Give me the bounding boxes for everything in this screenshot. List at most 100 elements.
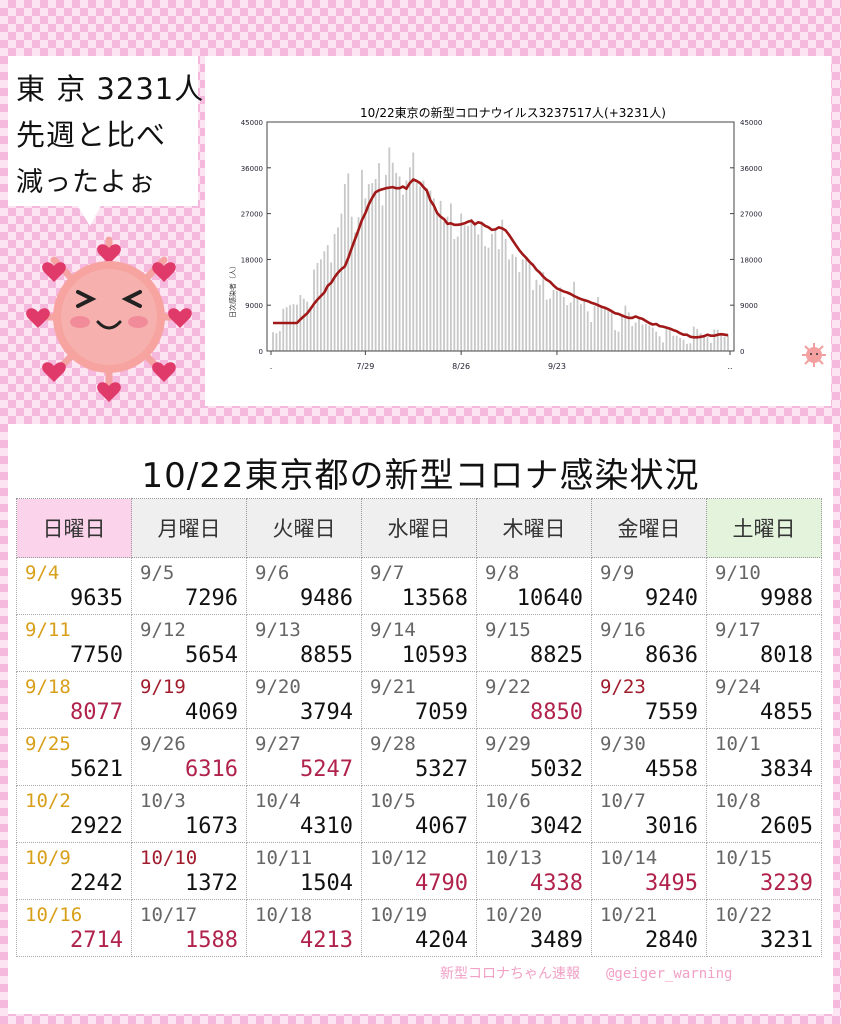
bar-series <box>272 147 729 351</box>
bar <box>638 318 640 351</box>
bar <box>556 290 558 351</box>
bar <box>627 312 630 351</box>
date-label: 9/20 <box>255 676 301 698</box>
day-cell: 10/12 4790 <box>361 842 477 900</box>
day-cell: 9/5 7296 <box>131 557 247 615</box>
case-count: 7750 <box>70 643 123 668</box>
date-label: 10/19 <box>370 904 428 926</box>
date-label: 10/9 <box>25 847 71 869</box>
bar <box>361 169 363 351</box>
bar <box>573 281 575 351</box>
bar <box>456 236 459 351</box>
day-cell: 9/30 4558 <box>591 728 707 786</box>
bar <box>374 178 377 351</box>
day-cell: 9/9 9240 <box>591 557 707 615</box>
table-row: 9/4 9635 9/5 7296 9/6 9486 9/7 13568 9/8 10640 9/9… <box>16 557 822 615</box>
day-cell: 9/19 4069 <box>131 671 247 729</box>
bar <box>545 299 548 351</box>
bar <box>514 256 517 351</box>
y-axis-right: 0 9000 18000 27000 36000 45000 <box>730 119 762 356</box>
case-count: 2605 <box>760 814 813 839</box>
bar <box>398 176 401 351</box>
case-count: 8077 <box>70 700 123 725</box>
day-cell: 9/23 7559 <box>591 671 707 729</box>
case-count: 5032 <box>530 757 583 782</box>
bar <box>576 297 579 351</box>
date-label: 10/2 <box>25 790 71 812</box>
case-count: 2714 <box>70 928 123 953</box>
bar <box>621 314 623 351</box>
day-cell: 10/7 3016 <box>591 785 707 843</box>
bar <box>364 198 367 351</box>
chart-panel: 10/22東京の新型コロナウイルス3237517人(+3231人) 日次感染者（… <box>205 56 831 406</box>
day-cell: 10/21 2840 <box>591 899 707 957</box>
case-count: 8636 <box>645 643 698 668</box>
case-count: 5327 <box>415 757 468 782</box>
y-tick-label: 45000 <box>241 119 263 127</box>
case-count: 6316 <box>185 757 238 782</box>
date-label: 9/30 <box>600 733 646 755</box>
bar <box>319 259 322 351</box>
day-cell: 9/13 8855 <box>246 614 362 672</box>
x-tick-label: . <box>270 362 273 371</box>
case-count: 7559 <box>645 700 698 725</box>
day-cell: 9/15 8825 <box>476 614 592 672</box>
date-label: 9/27 <box>255 733 301 755</box>
bar <box>384 174 387 351</box>
case-count: 9240 <box>645 586 698 611</box>
bar <box>292 304 295 351</box>
date-label: 10/16 <box>25 904 83 926</box>
case-count: 9486 <box>300 586 353 611</box>
day-cell: 10/17 1588 <box>131 899 247 957</box>
bar <box>415 183 418 351</box>
bar <box>696 329 699 351</box>
bar <box>275 333 278 351</box>
day-cell: 9/8 10640 <box>476 557 592 615</box>
date-label: 9/11 <box>25 619 71 641</box>
table-row: 10/9 2242 10/10 1372 10/11 1504 10/12 4790 10/13… <box>16 842 822 900</box>
case-count: 8825 <box>530 643 583 668</box>
bar <box>296 304 298 351</box>
speech-line-3: 減ったよぉ <box>16 167 156 198</box>
bar <box>491 233 493 351</box>
bar <box>371 183 374 351</box>
case-count: 3489 <box>530 928 583 953</box>
bar <box>367 184 370 351</box>
bar <box>603 307 606 351</box>
day-cell: 9/25 5621 <box>16 728 132 786</box>
case-count: 5621 <box>70 757 123 782</box>
date-label: 9/6 <box>255 562 290 584</box>
case-count: 2922 <box>70 814 123 839</box>
bar <box>436 211 439 351</box>
date-label: 10/12 <box>370 847 428 869</box>
bar <box>723 336 726 351</box>
bar <box>497 249 500 351</box>
y-tick-label: 9000 <box>245 302 263 310</box>
date-label: 10/10 <box>140 847 198 869</box>
bar <box>354 232 357 351</box>
moving-average-line <box>273 178 729 339</box>
date-label: 9/9 <box>600 562 635 584</box>
day-cell: 10/6 3042 <box>476 785 592 843</box>
table-row: 9/25 5621 9/26 6316 9/27 5247 9/28 5327 9/29 5032… <box>16 728 822 786</box>
bar <box>727 334 729 351</box>
case-count: 10640 <box>516 586 583 611</box>
bar <box>402 194 404 351</box>
date-label: 10/20 <box>485 904 543 926</box>
bar <box>583 300 586 351</box>
table-row: 9/18 8077 9/19 4069 9/20 3794 9/21 7059 9/22 8850… <box>16 671 822 729</box>
day-cell: 10/8 2605 <box>706 785 822 843</box>
bar <box>631 326 634 351</box>
bar <box>432 198 435 351</box>
bar <box>716 329 719 351</box>
bar <box>521 259 524 351</box>
bar <box>641 324 644 351</box>
bar <box>709 342 712 351</box>
bar <box>439 200 442 351</box>
date-label: 10/22 <box>715 904 773 926</box>
date-label: 9/16 <box>600 619 646 641</box>
bar <box>426 188 428 351</box>
bar <box>405 180 408 351</box>
day-cell: 9/7 13568 <box>361 557 477 615</box>
case-count: 8855 <box>300 643 353 668</box>
